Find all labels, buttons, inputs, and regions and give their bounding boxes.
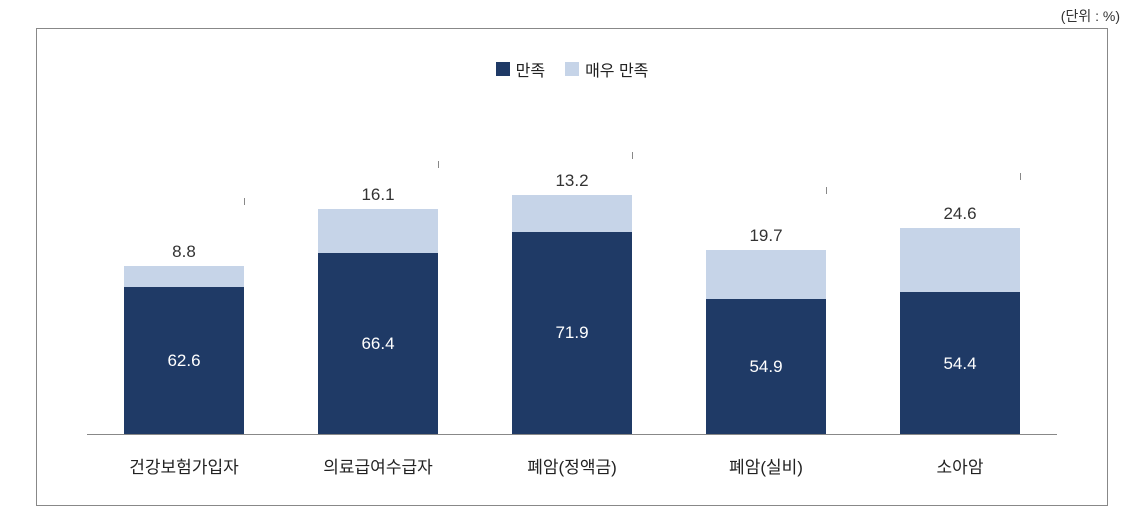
- bar-value: 8.8: [172, 242, 196, 262]
- bar-stack: 54.9 19.7: [706, 187, 826, 435]
- category-label: 소아암: [937, 453, 984, 478]
- bar-group: 54.424.6소아암: [890, 103, 1030, 435]
- chart-frame: 만족 매우 만족 62.6 8.8 건강보험가입자 66.4 16.1 의료급여수급자 71.…: [36, 28, 1108, 506]
- bar-value: 19.7: [749, 226, 782, 246]
- bar-value: 24.6: [943, 204, 976, 224]
- bar-segment: 54.9: [706, 299, 826, 435]
- bar-group: 66.416.1의료급여수급자: [308, 103, 448, 435]
- category-label: 의료급여수급자: [323, 453, 432, 478]
- bar-segment: 71.9: [512, 232, 632, 435]
- bar-top-tick: [438, 161, 439, 168]
- bar-value: 62.6: [167, 351, 200, 371]
- bar-stack: 71.9 13.2: [512, 152, 632, 435]
- bar-top-tick: [826, 187, 827, 194]
- category-label: 폐암(정액금): [527, 453, 617, 478]
- bar-segment: 19.7: [706, 250, 826, 299]
- bar-top-tick: [632, 152, 633, 159]
- x-axis: [87, 434, 1057, 435]
- bar-segment: 66.4: [318, 253, 438, 435]
- bar-group: 62.68.8건강보험가입자: [114, 103, 254, 435]
- bar-group: 54.919.7폐암(실비): [696, 103, 836, 435]
- bars-container: 62.68.8건강보험가입자66.416.1의료급여수급자71.913.2폐암(…: [87, 103, 1057, 435]
- legend-item: 매우 만족: [565, 57, 648, 81]
- bar-value: 16.1: [361, 185, 394, 205]
- legend-swatch: [565, 62, 579, 76]
- bar-value: 54.9: [749, 357, 782, 377]
- bar-stack: 66.4 16.1: [318, 161, 438, 435]
- bar-top-tick: [1020, 173, 1021, 180]
- bar-segment: 13.2: [512, 195, 632, 232]
- category-label: 폐암(실비): [729, 453, 803, 478]
- bar-segment: 62.6: [124, 287, 244, 435]
- bar-value: 13.2: [555, 171, 588, 191]
- unit-label: (단위 : %): [1061, 6, 1120, 26]
- bar-segment: 16.1: [318, 209, 438, 253]
- legend-swatch: [496, 62, 510, 76]
- legend-item: 만족: [496, 57, 545, 81]
- bar-value: 71.9: [555, 323, 588, 343]
- bar-segment: 54.4: [900, 292, 1020, 435]
- legend-label: 매우 만족: [585, 57, 648, 81]
- legend: 만족 매우 만족: [37, 57, 1107, 81]
- bar-top-tick: [244, 198, 245, 205]
- category-label: 건강보험가입자: [129, 453, 238, 478]
- bar-stack: 62.6 8.8: [124, 198, 244, 435]
- bar-stack: 54.4 24.6: [900, 173, 1020, 435]
- bar-value: 54.4: [943, 354, 976, 374]
- bar-value: 66.4: [361, 334, 394, 354]
- legend-label: 만족: [516, 57, 545, 81]
- bar-group: 71.913.2폐암(정액금): [502, 103, 642, 435]
- bar-segment: 24.6: [900, 228, 1020, 293]
- plot-area: 62.68.8건강보험가입자66.416.1의료급여수급자71.913.2폐암(…: [87, 103, 1057, 435]
- bar-segment: 8.8: [124, 266, 244, 287]
